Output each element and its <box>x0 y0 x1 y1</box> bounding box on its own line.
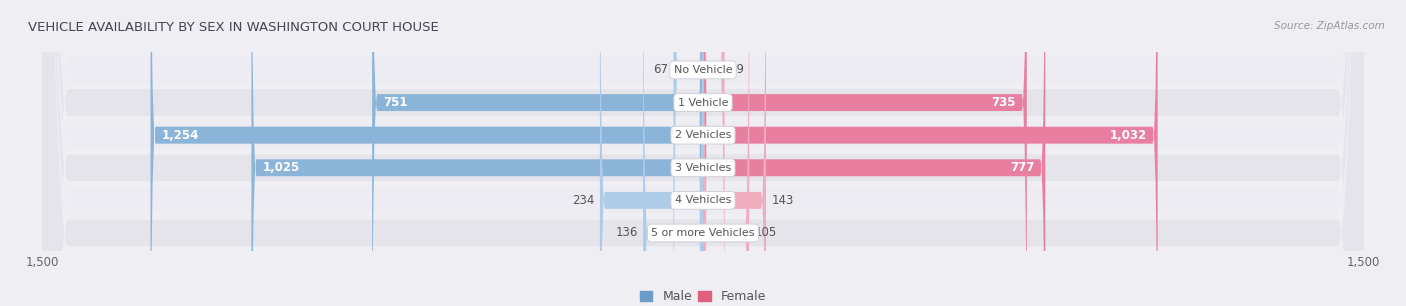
Text: 143: 143 <box>772 194 793 207</box>
Text: 3 Vehicles: 3 Vehicles <box>675 163 731 173</box>
Text: 1,254: 1,254 <box>162 129 198 142</box>
FancyBboxPatch shape <box>42 0 1364 306</box>
Text: 234: 234 <box>572 194 595 207</box>
Text: No Vehicle: No Vehicle <box>673 65 733 75</box>
FancyBboxPatch shape <box>42 0 1364 306</box>
Text: 4 Vehicles: 4 Vehicles <box>675 195 731 205</box>
Text: VEHICLE AVAILABILITY BY SEX IN WASHINGTON COURT HOUSE: VEHICLE AVAILABILITY BY SEX IN WASHINGTO… <box>28 21 439 34</box>
Text: 735: 735 <box>991 96 1015 109</box>
Legend: Male, Female: Male, Female <box>636 285 770 306</box>
FancyBboxPatch shape <box>703 0 749 306</box>
FancyBboxPatch shape <box>373 0 703 306</box>
Text: 105: 105 <box>755 226 776 240</box>
FancyBboxPatch shape <box>643 0 703 306</box>
Text: Source: ZipAtlas.com: Source: ZipAtlas.com <box>1274 21 1385 32</box>
FancyBboxPatch shape <box>703 0 1157 306</box>
Text: 1,025: 1,025 <box>263 161 299 174</box>
FancyBboxPatch shape <box>42 0 1364 306</box>
FancyBboxPatch shape <box>252 0 703 306</box>
FancyBboxPatch shape <box>42 0 1364 306</box>
FancyBboxPatch shape <box>150 0 703 306</box>
FancyBboxPatch shape <box>42 0 1364 306</box>
Text: 67: 67 <box>654 63 668 76</box>
Text: 1 Vehicle: 1 Vehicle <box>678 98 728 108</box>
Text: 751: 751 <box>384 96 408 109</box>
Text: 5 or more Vehicles: 5 or more Vehicles <box>651 228 755 238</box>
Text: 777: 777 <box>1010 161 1035 174</box>
FancyBboxPatch shape <box>673 0 703 306</box>
FancyBboxPatch shape <box>703 0 1026 306</box>
FancyBboxPatch shape <box>703 0 766 306</box>
FancyBboxPatch shape <box>42 0 1364 306</box>
FancyBboxPatch shape <box>600 0 703 306</box>
FancyBboxPatch shape <box>703 0 1045 306</box>
FancyBboxPatch shape <box>703 0 724 306</box>
Text: 136: 136 <box>616 226 638 240</box>
Text: 2 Vehicles: 2 Vehicles <box>675 130 731 140</box>
Text: 49: 49 <box>730 63 745 76</box>
Text: 1,032: 1,032 <box>1109 129 1147 142</box>
